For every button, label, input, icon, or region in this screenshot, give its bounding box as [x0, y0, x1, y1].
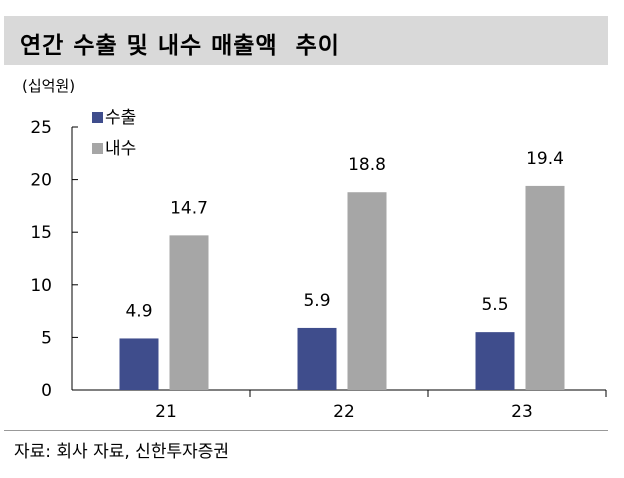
source-note: 자료: 회사 자료, 신한투자증권 [14, 442, 230, 462]
legend-label: 수출 [105, 108, 136, 128]
y-tick-label: 0 [41, 381, 52, 401]
source-divider [4, 430, 608, 431]
y-tick-label: 20 [30, 171, 52, 191]
bar-chart: 0 5 10 15 20 25 4.9 14.7 21 5.9 18.8 22 5.5 19.4 23 수출내… [30, 108, 607, 422]
unit-label: (십억원) [22, 77, 76, 95]
y-tick-label: 5 [41, 328, 52, 348]
data-label: 5.9 [303, 291, 330, 311]
title-bar: 연간 수출 및 내수 매출액 추이 [4, 16, 608, 65]
data-label: 19.4 [526, 149, 564, 169]
bar-export [119, 338, 159, 390]
legend-swatch [92, 143, 103, 154]
data-label: 4.9 [125, 301, 152, 321]
x-tick-label: 21 [155, 402, 177, 422]
bar-domestic [347, 192, 387, 390]
chart-title: 연간 수출 및 내수 매출액 추이 [20, 33, 340, 59]
bar-domestic [525, 185, 565, 390]
bar-domestic [169, 235, 209, 390]
legend-label: 내수 [105, 139, 136, 159]
data-label: 5.5 [481, 295, 508, 315]
bar-export [475, 332, 515, 390]
data-label: 14.7 [170, 198, 208, 218]
y-tick-label: 15 [30, 223, 52, 243]
bar-export [297, 327, 337, 390]
y-tick-label: 25 [30, 118, 52, 138]
legend-swatch [92, 112, 103, 123]
y-tick-label: 10 [30, 276, 52, 296]
data-label: 18.8 [348, 155, 386, 175]
x-tick-label: 23 [511, 402, 533, 422]
x-tick-label: 22 [333, 402, 355, 422]
